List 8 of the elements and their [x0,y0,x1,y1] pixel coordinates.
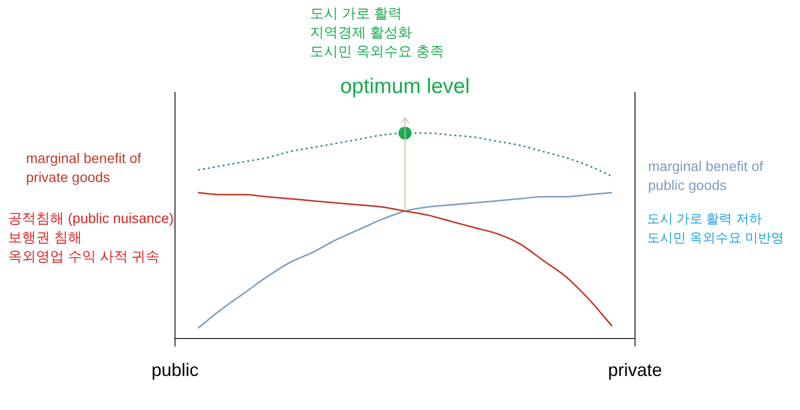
text: 도시 가로 활력 저하 도시민 옥외수요 미반영 [647,210,784,247]
text: marginal benefit of public goods [648,156,764,195]
x-tick-label: public [151,360,199,380]
text: marginal benefit of private goods [26,148,142,187]
text: 공적침해 (public nuisance) 보행권 침해 옥외영업 수익 사적 귀속 [8,208,174,266]
series-label: optimum level [339,75,471,98]
x-tick-label: private [608,360,662,380]
text: 도시 가로 활력 지역경제 활성화 도시민 옥외수요 충족 [310,4,444,61]
